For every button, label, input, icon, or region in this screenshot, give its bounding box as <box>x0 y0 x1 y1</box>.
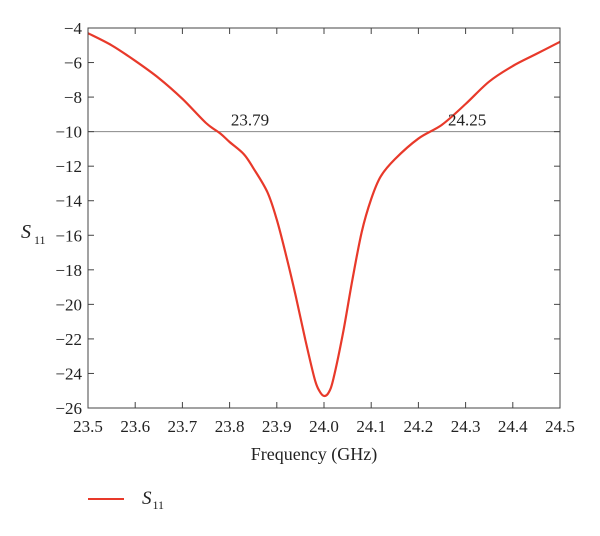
x-axis-title: Frequency (GHz) <box>251 444 377 465</box>
x-tick-label: 23.6 <box>120 417 150 436</box>
x-tick-label: 24.3 <box>451 417 481 436</box>
x-tick-label: 23.9 <box>262 417 292 436</box>
y-tick-label: −14 <box>55 192 82 211</box>
legend-label-s11: S11 <box>142 488 164 510</box>
y-axis-title-sub: 11 <box>34 233 46 247</box>
legend-label-main: S <box>142 488 152 509</box>
y-tick-label: −24 <box>55 364 82 383</box>
y-tick-label: −6 <box>64 54 82 73</box>
annotation-label: 23.79 <box>231 111 269 130</box>
y-axis-title: S 11 <box>21 221 46 247</box>
y-axis-title-main: S <box>21 221 31 243</box>
legend-swatch-s11 <box>88 498 124 500</box>
y-tick-label: −8 <box>64 88 82 107</box>
x-tick-label: 23.5 <box>73 417 103 436</box>
x-tick-label: 24.0 <box>309 417 339 436</box>
legend: S11 <box>88 488 164 510</box>
y-tick-label: −16 <box>55 226 82 245</box>
plot-area: 23.5 23.6 23.7 23.8 23.9 24.0 24.1 24.2 24.3 24.4… <box>55 19 574 436</box>
y-tick-label: −22 <box>55 330 82 349</box>
x-tick-label: 24.5 <box>545 417 575 436</box>
y-tick-label: −4 <box>64 19 83 38</box>
y-tick-label: −20 <box>55 295 82 314</box>
x-tick-label: 23.7 <box>168 417 198 436</box>
legend-label-sub: 11 <box>153 498 165 512</box>
y-tick-label: −12 <box>55 157 82 176</box>
plot-frame <box>88 28 560 408</box>
series-line-s11 <box>88 33 560 396</box>
y-tick-label: −10 <box>55 123 82 142</box>
y-tick-label: −18 <box>55 261 82 280</box>
y-tick-label: −26 <box>55 399 82 418</box>
x-tick-label: 23.8 <box>215 417 245 436</box>
x-tick-label: 24.2 <box>404 417 434 436</box>
x-tick-label: 24.1 <box>356 417 386 436</box>
x-tick-label: 24.4 <box>498 417 528 436</box>
annotation-label: 24.25 <box>448 111 486 130</box>
